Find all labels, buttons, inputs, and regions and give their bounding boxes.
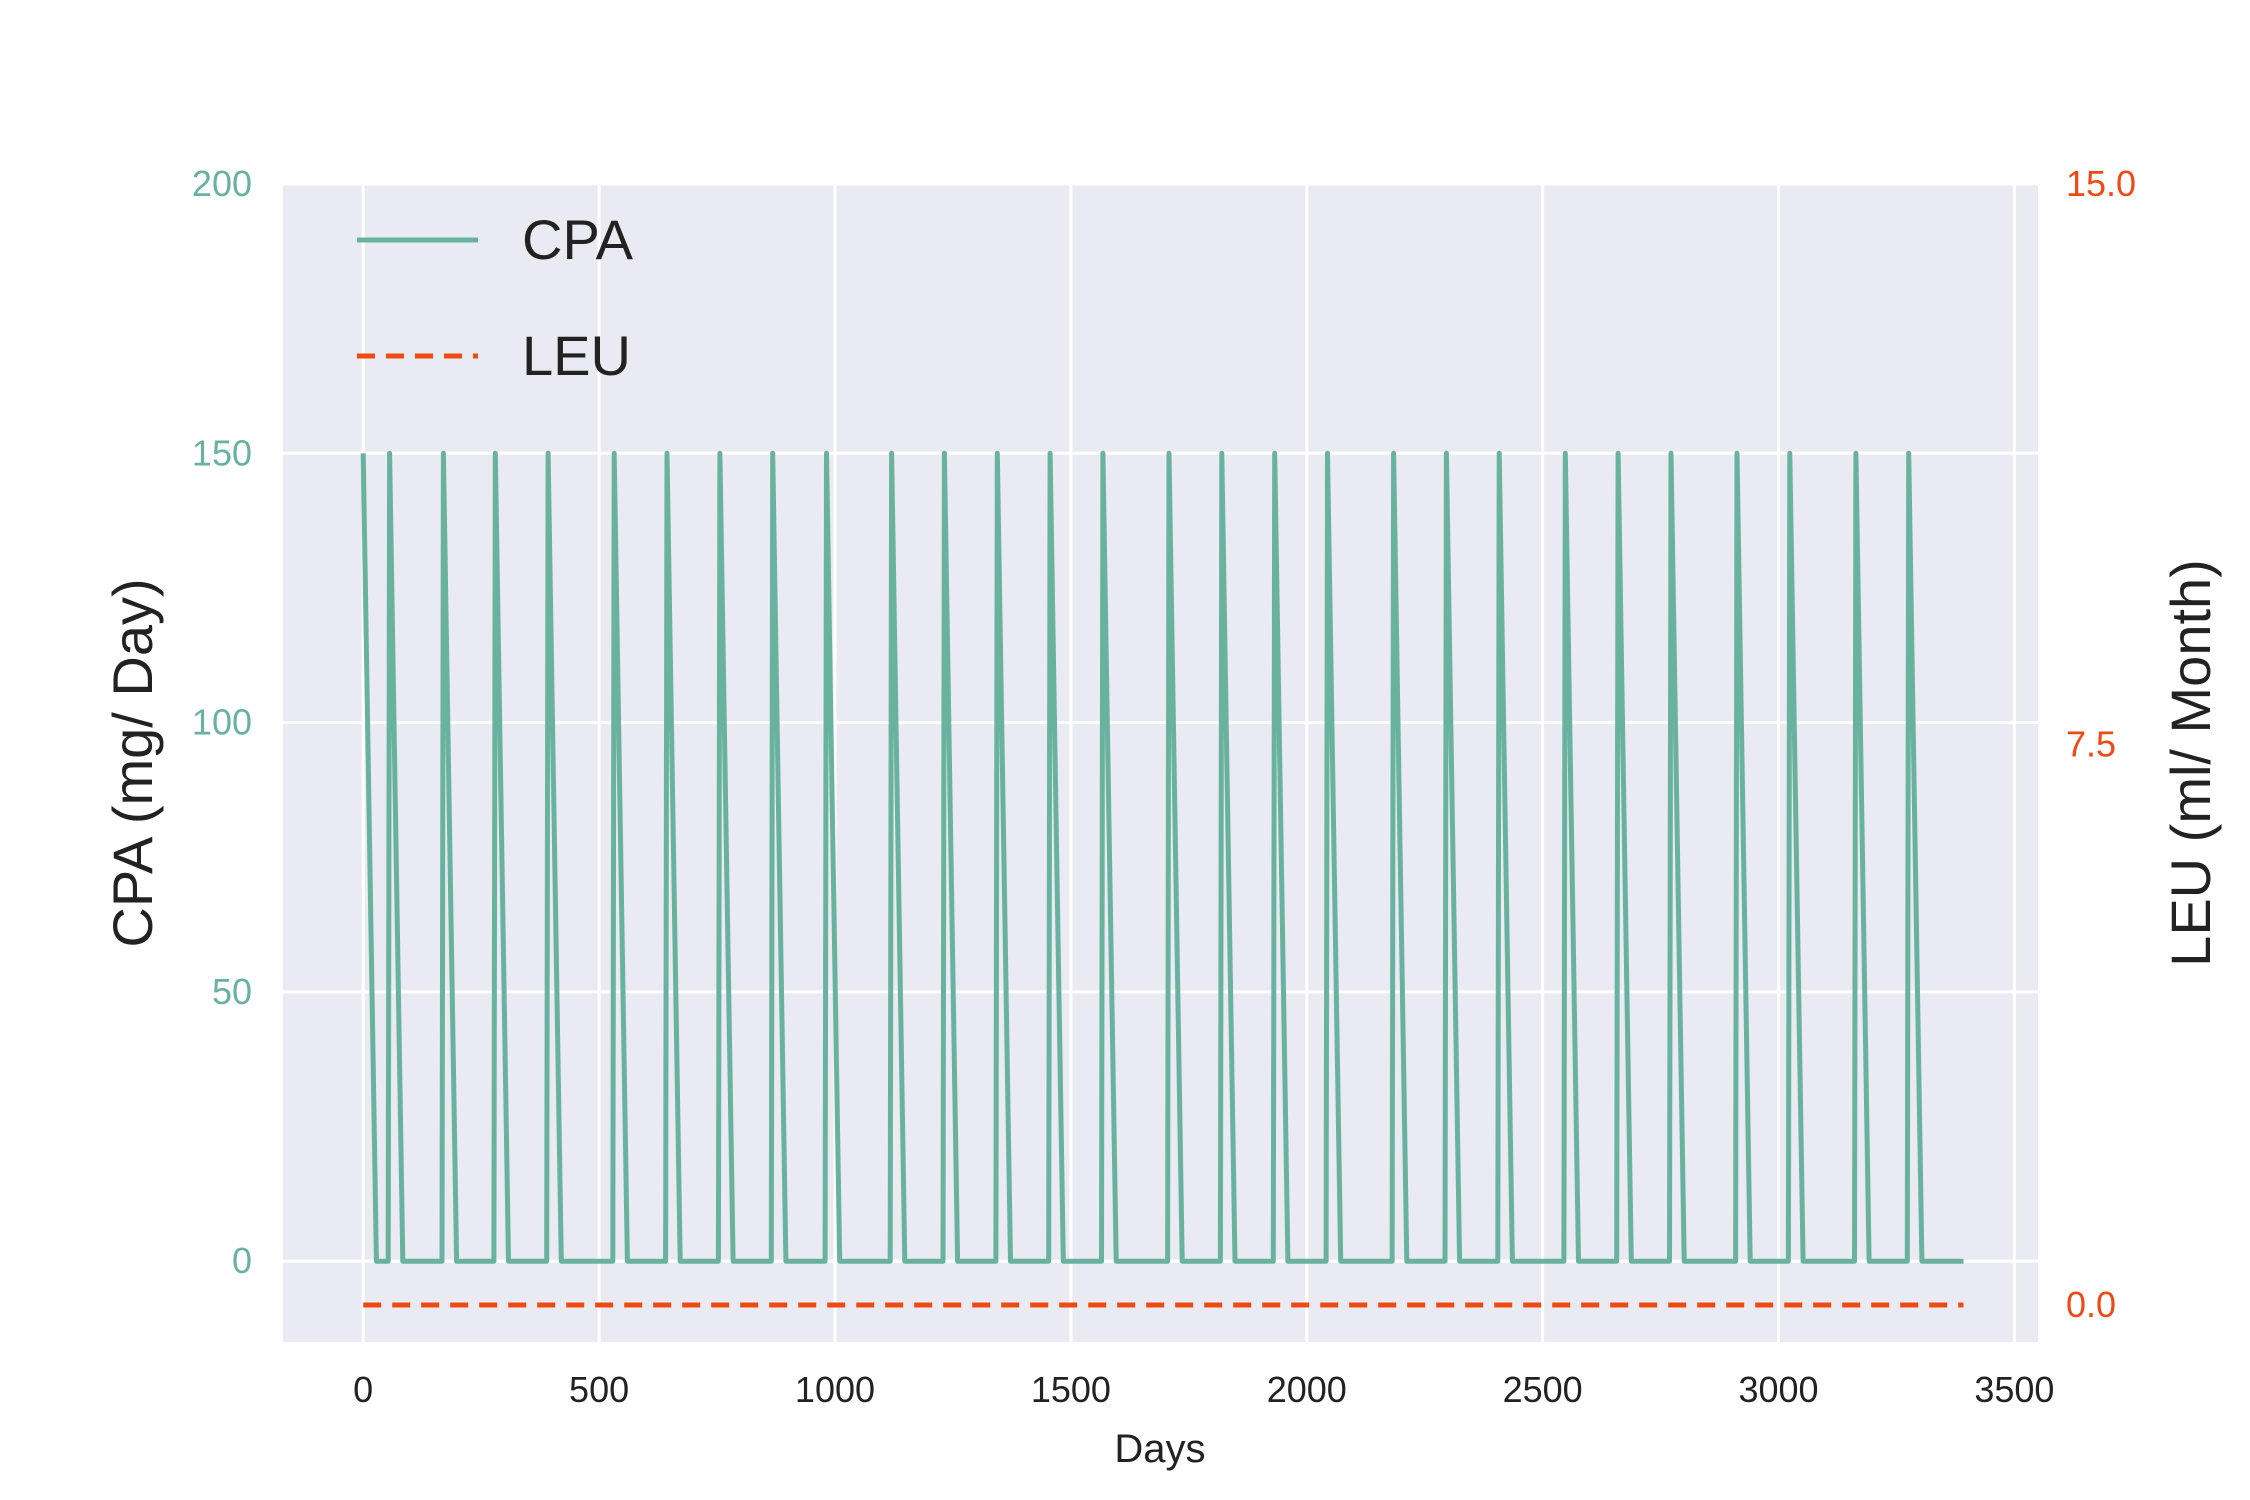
y-left-tick-label: 50 <box>212 971 252 1012</box>
x-tick-label: 0 <box>353 1369 373 1410</box>
y-right-tick-label: 0.0 <box>2066 1284 2116 1325</box>
series-layer <box>360 450 1964 1308</box>
cpa-series-line <box>360 450 1964 1264</box>
y-left-tick-label: 150 <box>192 432 252 473</box>
plot-area <box>283 184 2038 1342</box>
x-tick-label: 3500 <box>1974 1369 2054 1410</box>
y-left-tick-label: 100 <box>192 702 252 743</box>
legend-leu-label: LEU <box>522 324 631 387</box>
x-tick-label: 1500 <box>1031 1369 1111 1410</box>
x-tick-label: 3000 <box>1738 1369 1818 1410</box>
x-tick-label: 1000 <box>795 1369 875 1410</box>
y-left-axis-title: CPA (mg/ Day) <box>101 578 164 947</box>
x-tick-label: 500 <box>569 1369 629 1410</box>
y-right-tick-label: 15.0 <box>2066 163 2136 204</box>
tick-labels: 0 500 1000 1500 2000 2500 3000 3500 0 50 100 150 200… <box>192 163 2136 1410</box>
x-axis-title: Days <box>1114 1427 1205 1471</box>
x-tick-label: 2000 <box>1267 1369 1347 1410</box>
x-tick-label: 2500 <box>1503 1369 1583 1410</box>
y-right-axis-title: LEU (ml/ Month) <box>2159 559 2222 967</box>
y-left-tick-label: 200 <box>192 163 252 204</box>
y-left-tick-label: 0 <box>232 1240 252 1281</box>
y-right-tick-label: 7.5 <box>2066 724 2116 765</box>
legend: CPA LEU <box>357 208 634 387</box>
legend-cpa-label: CPA <box>522 208 634 271</box>
